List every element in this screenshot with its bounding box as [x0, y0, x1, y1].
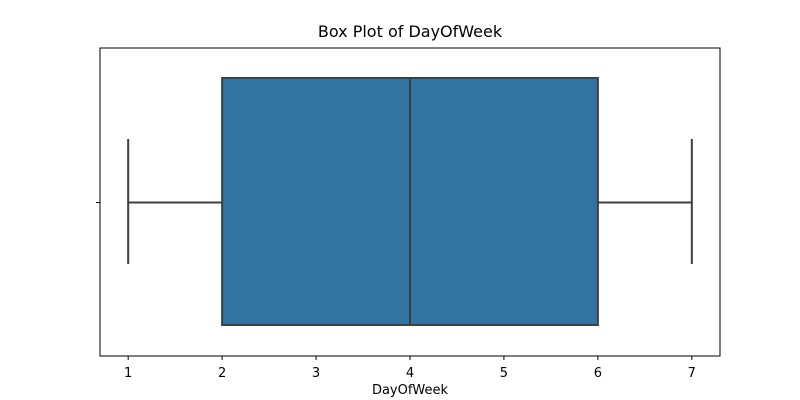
chart-title: Box Plot of DayOfWeek — [317, 22, 503, 41]
x-axis-label: DayOfWeek — [371, 383, 449, 398]
x-ticks-layer: 1 2 3 4 5 6 7 — [124, 356, 696, 381]
x-tick-label: 1 — [124, 366, 132, 381]
x-tick-label: 5 — [500, 366, 508, 381]
x-tick-label: 3 — [312, 366, 320, 381]
x-tick-label: 2 — [218, 366, 226, 381]
x-tick-label: 6 — [594, 366, 602, 381]
x-tick-label: 7 — [688, 366, 696, 381]
box-layer — [127, 77, 693, 326]
x-tick-label: 4 — [406, 366, 414, 381]
